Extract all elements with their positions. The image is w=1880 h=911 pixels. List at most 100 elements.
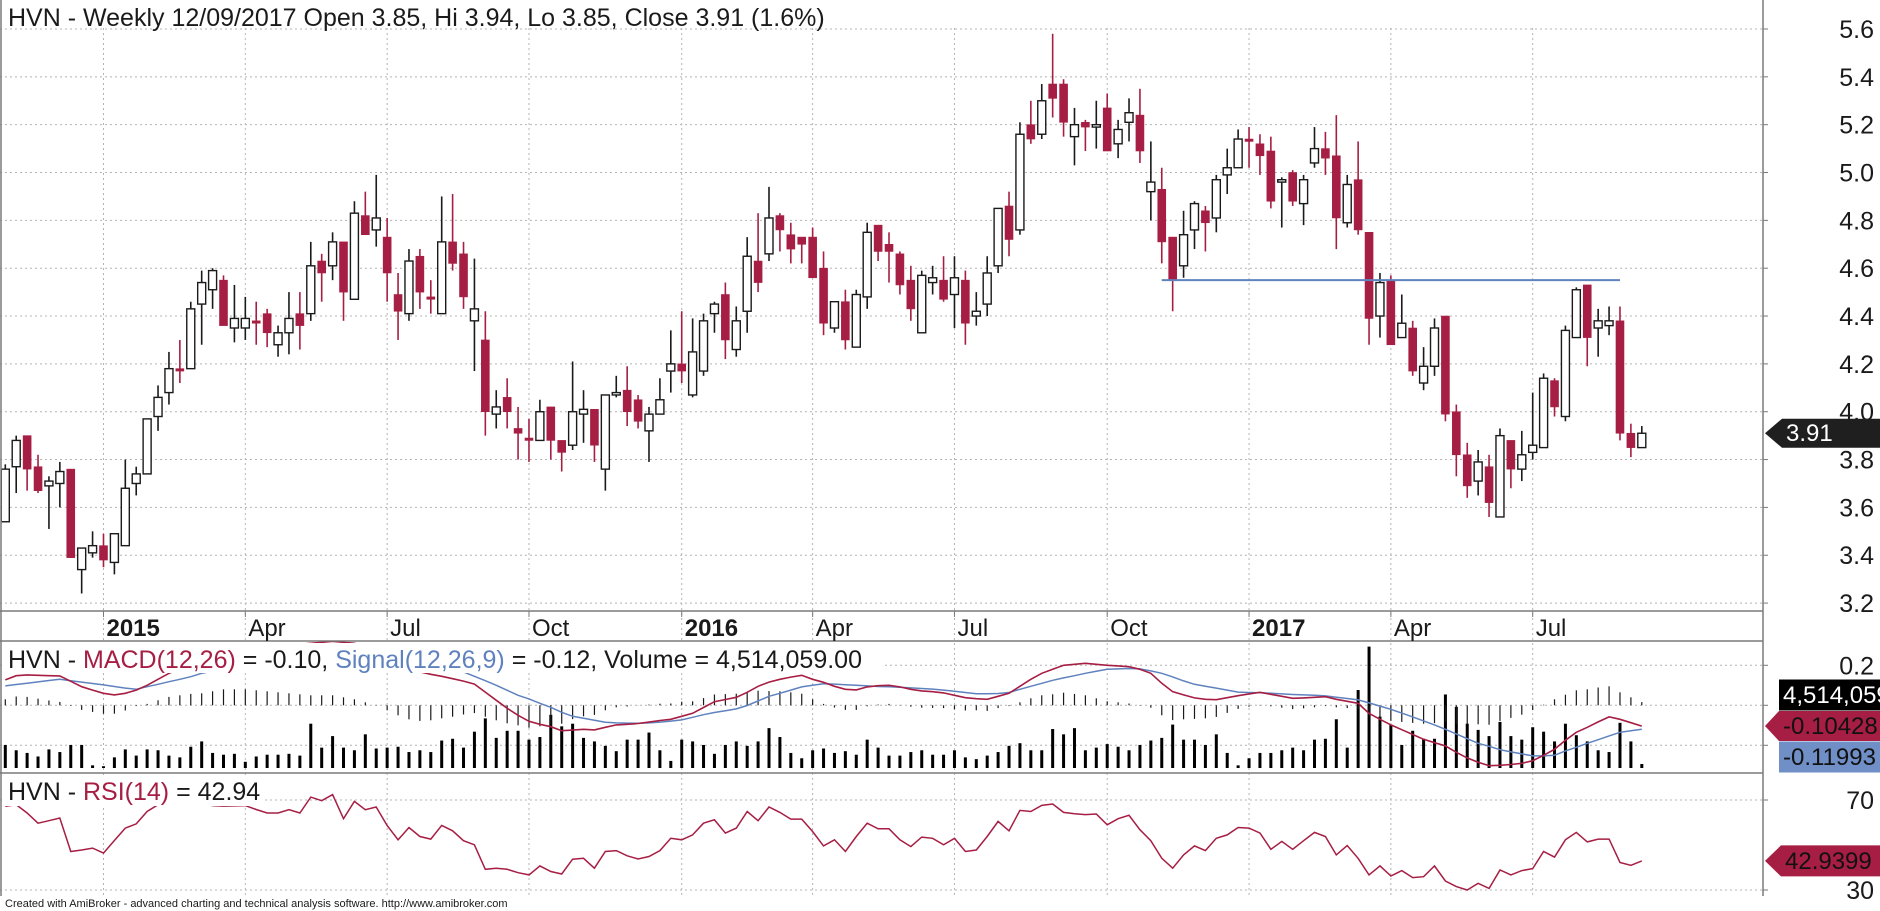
- candle[interactable]: [567, 361, 578, 450]
- candle[interactable]: [1517, 430, 1527, 482]
- rsi-panel[interactable]: [5, 793, 1643, 891]
- candle[interactable]: [76, 547, 87, 594]
- candle[interactable]: [1637, 426, 1647, 449]
- candle[interactable]: [1113, 119, 1123, 159]
- candle[interactable]: [600, 394, 611, 491]
- candle[interactable]: [1418, 347, 1429, 391]
- candle[interactable]: [687, 318, 698, 398]
- candle[interactable]: [481, 311, 490, 436]
- candle[interactable]: [851, 289, 861, 348]
- candle[interactable]: [1321, 131, 1330, 175]
- rsi-line[interactable]: [5, 793, 1643, 891]
- candle[interactable]: [895, 251, 905, 295]
- candle[interactable]: [1462, 442, 1472, 498]
- candle[interactable]: [262, 308, 272, 348]
- candle[interactable]: [1048, 33, 1057, 118]
- candle[interactable]: [1157, 167, 1167, 264]
- candle[interactable]: [1364, 232, 1374, 345]
- candle[interactable]: [1178, 210, 1189, 278]
- candle[interactable]: [349, 201, 360, 300]
- candle[interactable]: [1102, 93, 1112, 152]
- candle[interactable]: [186, 301, 196, 370]
- candle[interactable]: [1571, 287, 1582, 339]
- candle[interactable]: [1255, 134, 1265, 175]
- candle[interactable]: [1288, 170, 1297, 207]
- candle[interactable]: [829, 300, 840, 333]
- candle[interactable]: [207, 268, 218, 309]
- candle[interactable]: [633, 394, 643, 429]
- candle[interactable]: [578, 390, 589, 443]
- candle[interactable]: [219, 275, 228, 326]
- candle[interactable]: [469, 258, 480, 372]
- candle[interactable]: [1506, 440, 1516, 489]
- candle[interactable]: [1615, 306, 1625, 441]
- candle[interactable]: [775, 213, 785, 252]
- candle[interactable]: [873, 224, 883, 262]
- candle[interactable]: [55, 461, 65, 508]
- candle[interactable]: [448, 194, 457, 271]
- candle[interactable]: [1408, 320, 1417, 376]
- candle[interactable]: [797, 236, 807, 264]
- candle[interactable]: [284, 292, 294, 355]
- candle[interactable]: [306, 241, 316, 321]
- candle[interactable]: [1527, 392, 1538, 460]
- candle[interactable]: [196, 270, 207, 345]
- candle[interactable]: [175, 339, 185, 384]
- candle[interactable]: [1550, 378, 1559, 417]
- candle[interactable]: [1266, 136, 1276, 209]
- candle[interactable]: [87, 531, 98, 558]
- candle[interactable]: [99, 533, 108, 568]
- candle[interactable]: [142, 418, 152, 475]
- candle[interactable]: [1069, 107, 1080, 166]
- candle[interactable]: [1538, 373, 1549, 449]
- candle[interactable]: [1560, 325, 1571, 422]
- candle[interactable]: [1146, 141, 1156, 221]
- candle[interactable]: [371, 174, 381, 247]
- candle[interactable]: [1484, 454, 1494, 517]
- candle[interactable]: [229, 284, 240, 343]
- candle[interactable]: [317, 253, 326, 302]
- candle[interactable]: [1604, 306, 1614, 336]
- candle[interactable]: [164, 351, 174, 405]
- candle[interactable]: [426, 280, 436, 314]
- candle[interactable]: [884, 232, 894, 283]
- candle[interactable]: [1397, 294, 1407, 339]
- candle[interactable]: [1091, 100, 1102, 149]
- candle[interactable]: [655, 378, 665, 415]
- candle[interactable]: [415, 249, 425, 309]
- candle[interactable]: [33, 454, 43, 494]
- candle[interactable]: [1233, 129, 1243, 169]
- candle[interactable]: [1037, 84, 1047, 140]
- candle[interactable]: [1342, 174, 1352, 228]
- candle[interactable]: [808, 227, 817, 279]
- candle[interactable]: [251, 301, 261, 345]
- candle[interactable]: [44, 476, 54, 529]
- candle[interactable]: [535, 399, 545, 442]
- candle[interactable]: [1582, 284, 1592, 367]
- candle[interactable]: [709, 301, 720, 333]
- candle[interactable]: [339, 241, 348, 321]
- candle[interactable]: [437, 196, 447, 315]
- candle[interactable]: [862, 222, 872, 309]
- candle[interactable]: [153, 385, 163, 431]
- candle[interactable]: [1026, 100, 1036, 144]
- candle[interactable]: [1626, 423, 1636, 458]
- candle[interactable]: [611, 375, 621, 398]
- candle[interactable]: [982, 256, 992, 317]
- candle[interactable]: [1309, 127, 1320, 168]
- candle[interactable]: [971, 292, 981, 326]
- candle[interactable]: [120, 459, 131, 547]
- candle[interactable]: [404, 249, 414, 321]
- price-panel[interactable]: [0, 33, 1647, 594]
- candle[interactable]: [557, 440, 567, 472]
- candle[interactable]: [927, 265, 938, 295]
- candle[interactable]: [66, 468, 76, 558]
- candle[interactable]: [1495, 428, 1505, 518]
- candle[interactable]: [742, 237, 752, 333]
- candle[interactable]: [513, 406, 523, 460]
- candle[interactable]: [819, 251, 828, 336]
- candle[interactable]: [382, 217, 392, 302]
- candle[interactable]: [698, 313, 709, 376]
- candle[interactable]: [917, 270, 927, 334]
- candle[interactable]: [459, 241, 468, 309]
